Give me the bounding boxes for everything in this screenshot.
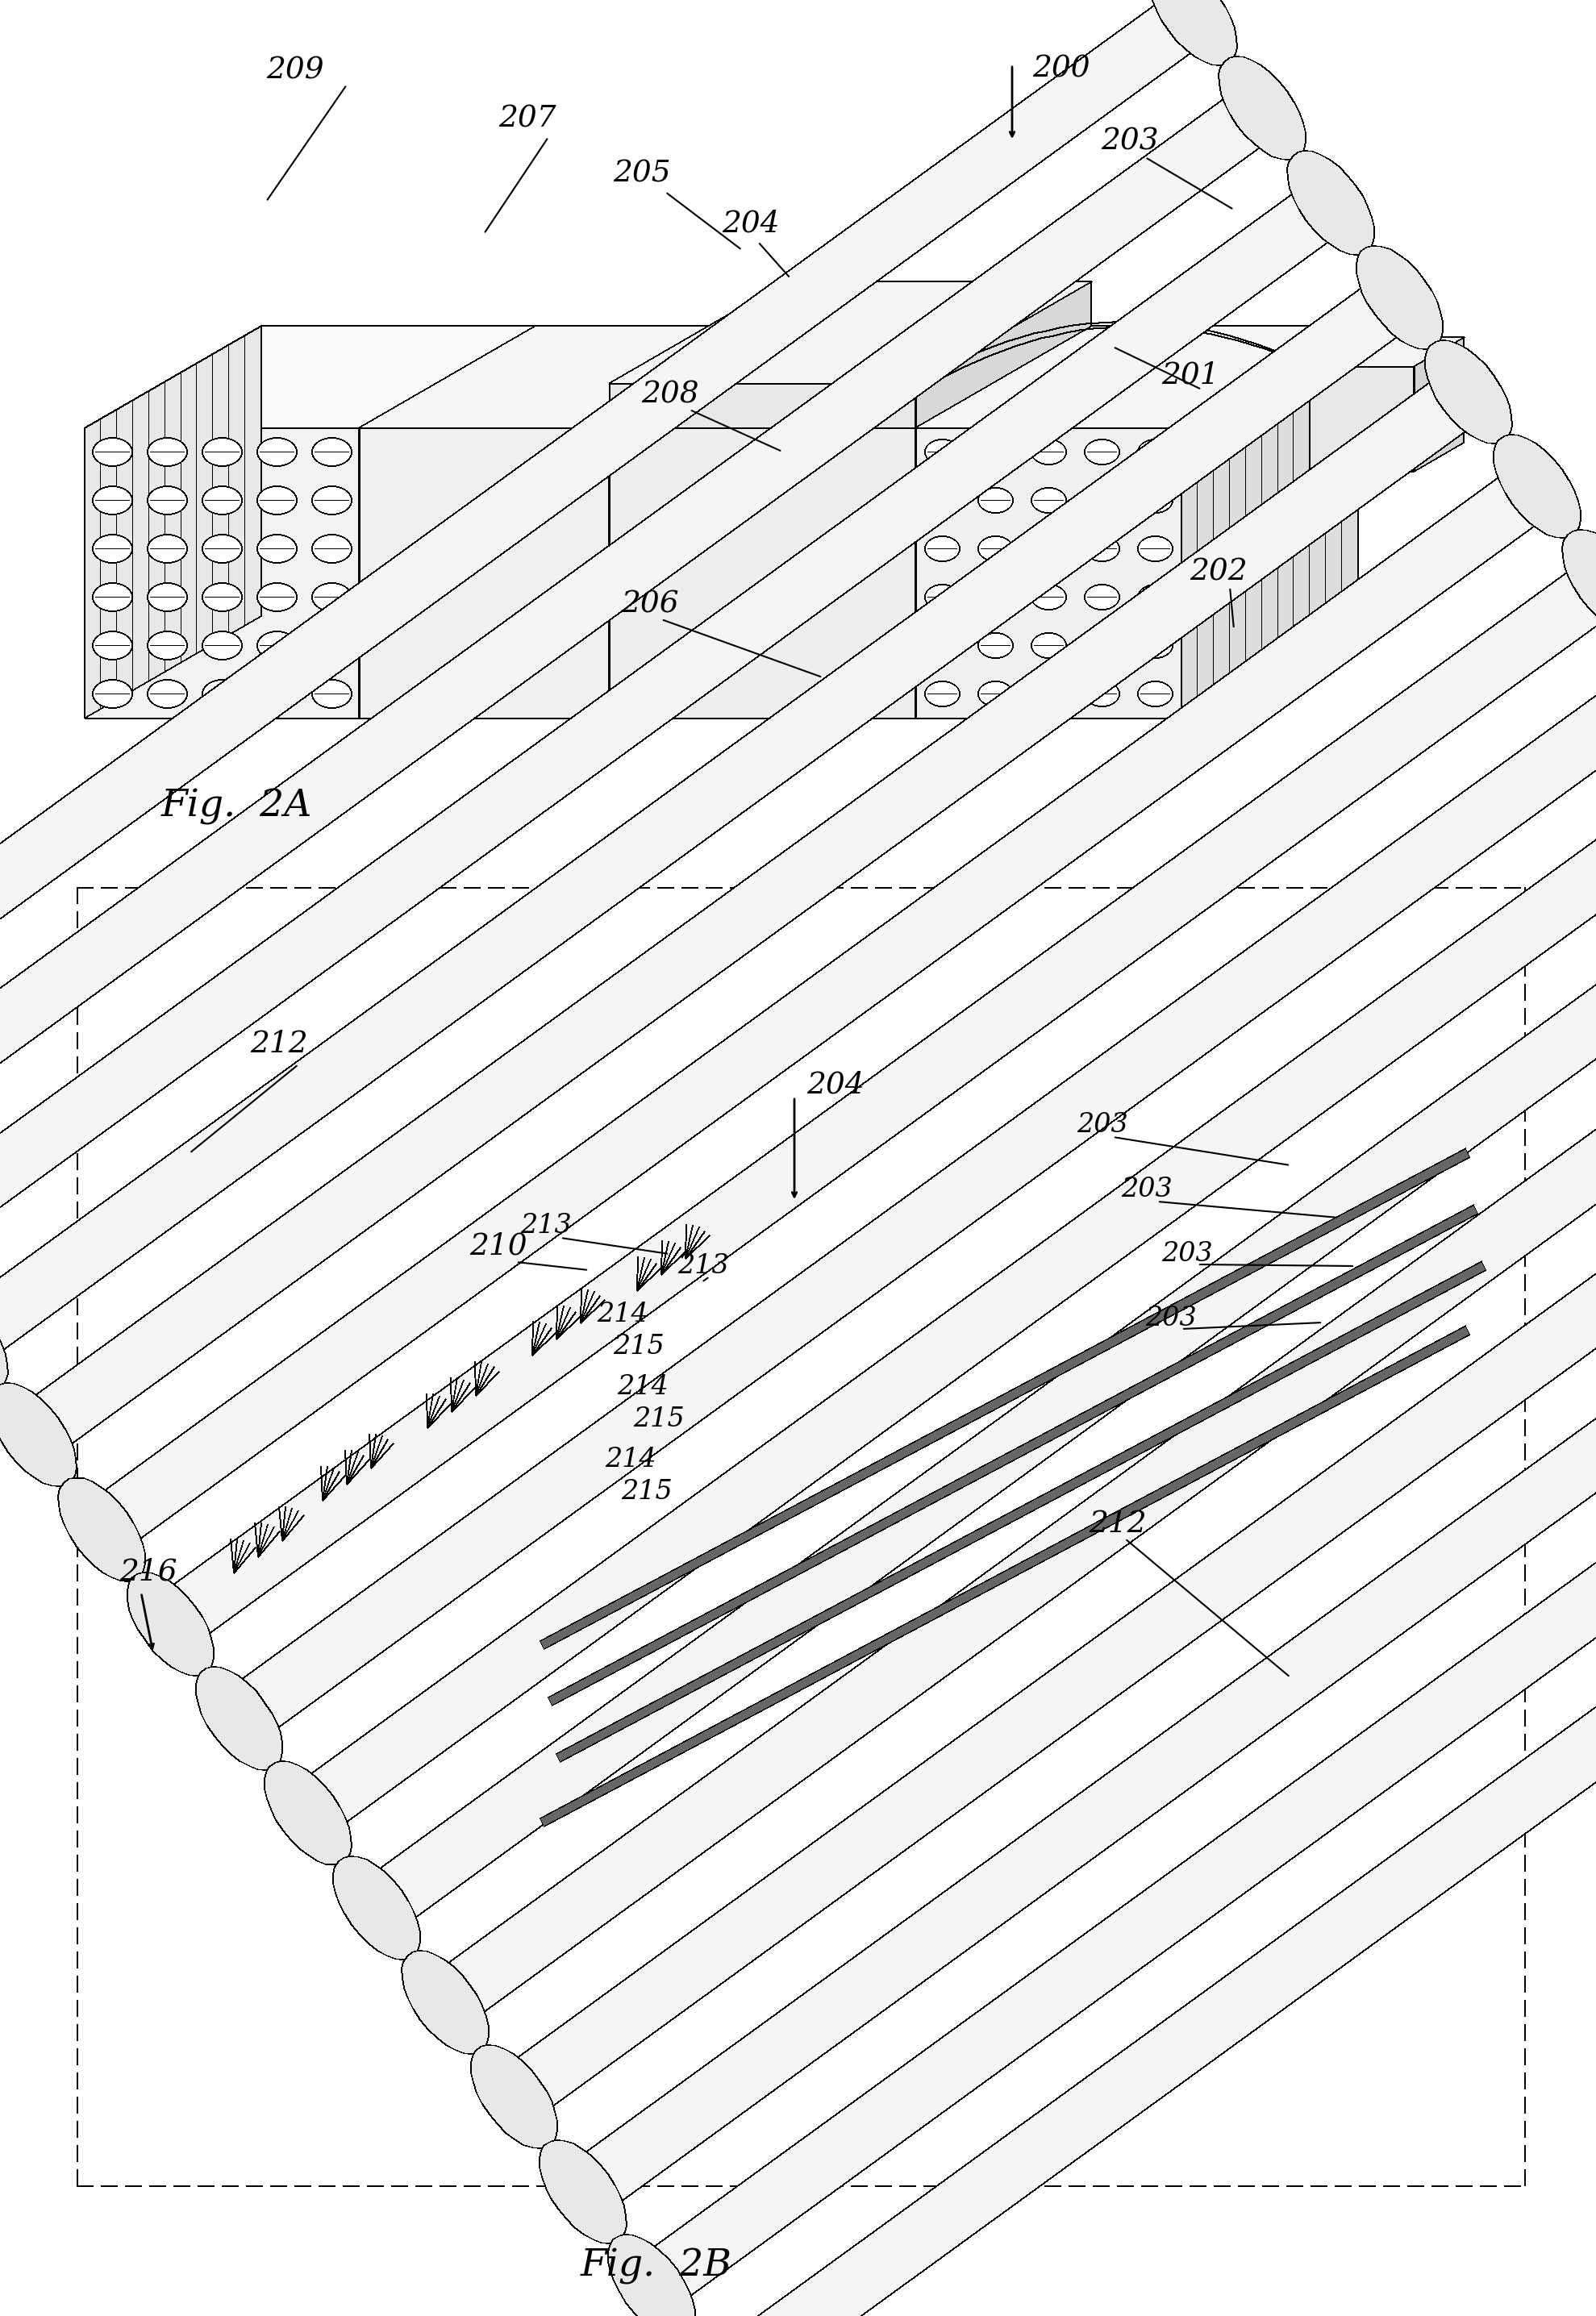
Text: 213: 213 xyxy=(520,1214,571,1239)
Text: 200: 200 xyxy=(1033,56,1090,83)
Text: 214: 214 xyxy=(618,1373,669,1399)
Text: 203: 203 xyxy=(1120,1177,1173,1202)
Text: 214: 214 xyxy=(605,1448,656,1473)
Text: 209: 209 xyxy=(267,56,324,86)
Text: 212: 212 xyxy=(1088,1510,1146,1538)
Text: 213: 213 xyxy=(677,1253,729,1278)
Text: 212: 212 xyxy=(251,1031,308,1058)
Text: 215: 215 xyxy=(621,1480,672,1505)
Text: 201: 201 xyxy=(1162,361,1219,389)
Text: 203: 203 xyxy=(1162,1241,1213,1267)
Text: 206: 206 xyxy=(621,591,678,618)
Text: 210: 210 xyxy=(469,1232,527,1260)
Text: 208: 208 xyxy=(642,380,699,410)
Text: 207: 207 xyxy=(498,104,555,134)
Text: 202: 202 xyxy=(1189,558,1248,586)
Text: 216: 216 xyxy=(120,1559,177,1586)
Text: Fig.  2B: Fig. 2B xyxy=(581,2249,733,2284)
Text: 215: 215 xyxy=(613,1334,664,1359)
Text: 203: 203 xyxy=(1077,1112,1128,1137)
Text: 204: 204 xyxy=(806,1070,863,1100)
Text: 214: 214 xyxy=(597,1302,648,1327)
Text: 215: 215 xyxy=(634,1406,685,1431)
Text: 203: 203 xyxy=(1146,1306,1197,1332)
Text: Fig.  2A: Fig. 2A xyxy=(161,787,313,824)
Text: 205: 205 xyxy=(613,160,670,188)
Text: 204: 204 xyxy=(721,211,779,239)
Text: 203: 203 xyxy=(1101,127,1159,155)
